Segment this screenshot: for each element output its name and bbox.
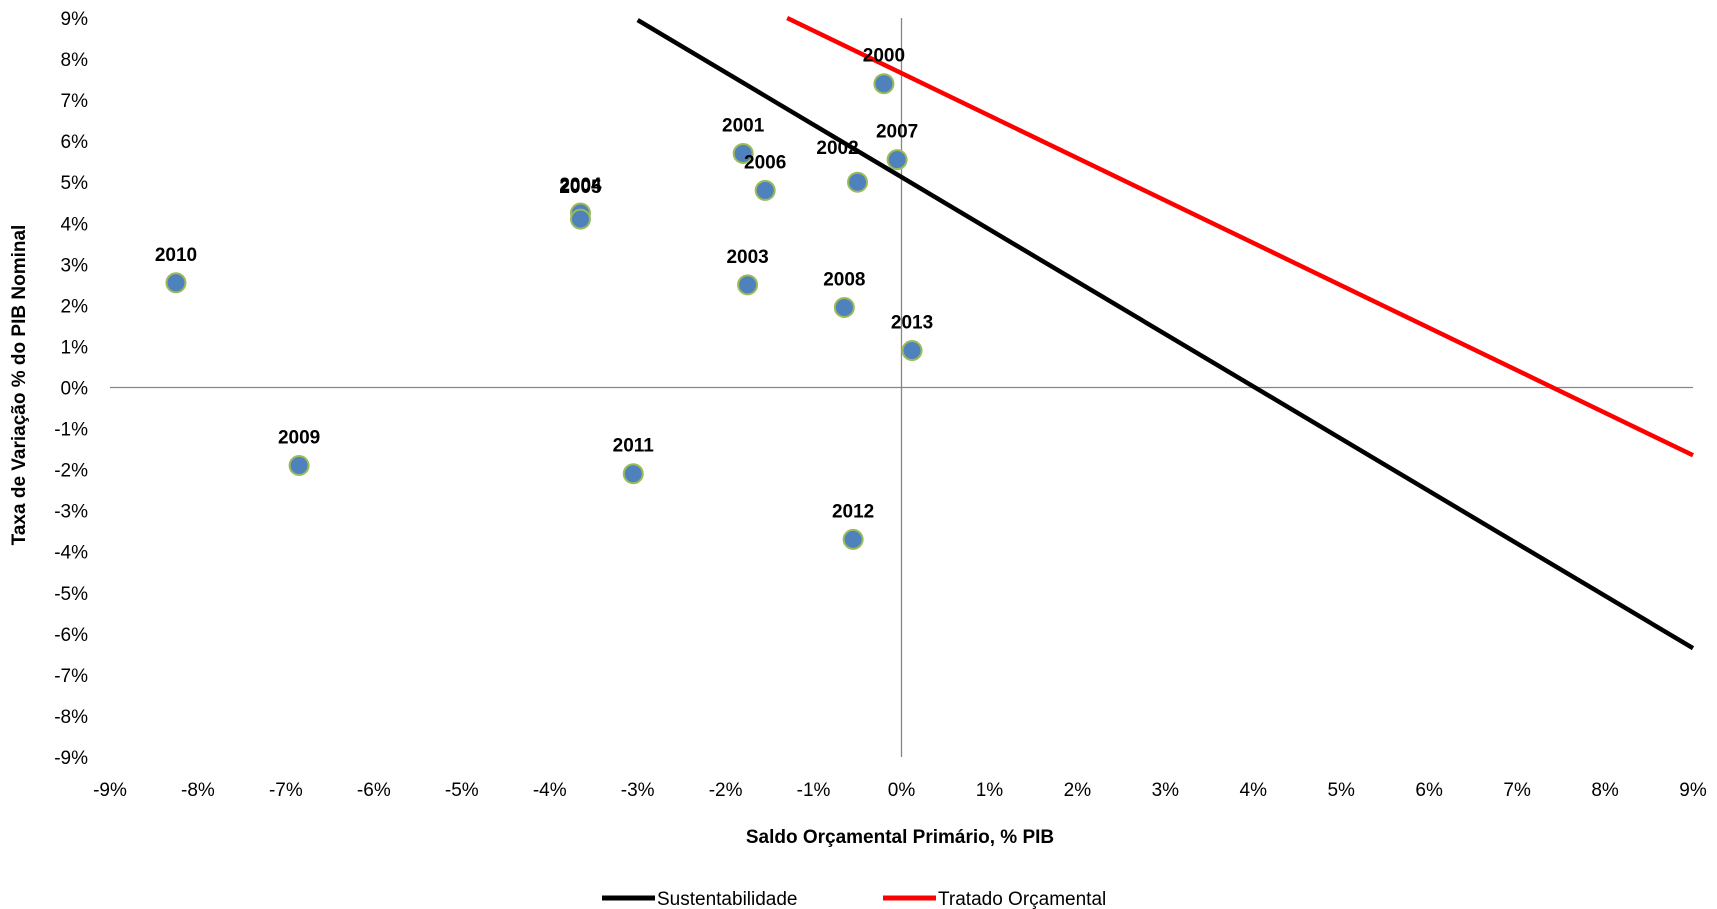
x-tick-label: 3% bbox=[1152, 780, 1180, 801]
point-label-2011: 2011 bbox=[613, 436, 655, 457]
data-point-2002 bbox=[847, 171, 869, 193]
data-point-2005 bbox=[570, 208, 592, 230]
series-lines bbox=[636, 15, 1695, 651]
legend: Sustentabilidade Tratado Orçamental bbox=[602, 889, 1106, 909]
legend-label-sustentabilidade: Sustentabilidade bbox=[657, 889, 798, 909]
data-point-2012 bbox=[842, 528, 864, 550]
point-label-2009: 2009 bbox=[278, 428, 320, 449]
point-label-2003: 2003 bbox=[726, 247, 768, 268]
data-point-2001 bbox=[732, 142, 754, 164]
data-point-2006 bbox=[754, 179, 776, 201]
y-tick-label: -4% bbox=[54, 543, 88, 564]
y-tick-label: -2% bbox=[54, 461, 88, 482]
point-label-2007: 2007 bbox=[876, 122, 918, 143]
y-tick-label: -6% bbox=[54, 625, 88, 646]
x-tick-label: 8% bbox=[1591, 780, 1619, 801]
x-tick-label: 5% bbox=[1327, 780, 1355, 801]
y-tick-label: 1% bbox=[61, 337, 89, 358]
y-tick-label: 0% bbox=[61, 379, 89, 400]
y-tick-labels: 9% 8% 7% 6% 5% 4% 3% 2% 1% 0% -1% -2% -3% -4% -5% -6% -7… bbox=[54, 9, 88, 769]
y-tick-label: 9% bbox=[61, 9, 89, 30]
y-tick-label: -3% bbox=[54, 502, 88, 523]
point-label-2002: 2002 bbox=[816, 138, 858, 159]
x-tick-label: 0% bbox=[888, 780, 916, 801]
x-tick-label: 6% bbox=[1415, 780, 1443, 801]
point-label-2012: 2012 bbox=[832, 501, 874, 522]
point-label-2013: 2013 bbox=[891, 313, 933, 334]
x-tick-label: -2% bbox=[709, 780, 743, 801]
x-tick-label: 1% bbox=[976, 780, 1004, 801]
y-tick-label: -5% bbox=[54, 584, 88, 605]
y-axis-title: Taxa de Variação % do PIB Nominal bbox=[9, 225, 30, 546]
x-tick-labels: -9% -8% -7% -6% -5% -4% -3% -2% -1% 0% 1% 2% 3% 4% 5% 6… bbox=[93, 780, 1707, 801]
y-tick-label: 6% bbox=[61, 132, 89, 153]
x-tick-label: -4% bbox=[533, 780, 567, 801]
point-label-2005: 2005 bbox=[559, 177, 602, 198]
y-tick-label: 3% bbox=[61, 255, 89, 276]
data-point-2008 bbox=[833, 296, 855, 318]
data-point-2007 bbox=[886, 149, 908, 171]
point-label-2000: 2000 bbox=[863, 46, 905, 67]
data-point-2003 bbox=[737, 274, 759, 296]
y-tick-label: -1% bbox=[54, 420, 88, 441]
x-tick-label: -6% bbox=[357, 780, 391, 801]
x-tick-label: 9% bbox=[1679, 780, 1707, 801]
point-label-2001: 2001 bbox=[722, 115, 765, 136]
x-tick-label: -9% bbox=[93, 780, 127, 801]
x-tick-label: 2% bbox=[1064, 780, 1092, 801]
y-tick-label: 2% bbox=[61, 296, 89, 317]
point-label-2006: 2006 bbox=[744, 152, 786, 173]
x-tick-label: -1% bbox=[797, 780, 831, 801]
point-label-2004: 2004 bbox=[559, 175, 602, 196]
x-tick-label: -3% bbox=[621, 780, 655, 801]
y-tick-label: -8% bbox=[54, 707, 88, 728]
x-tick-label: -8% bbox=[181, 780, 215, 801]
x-tick-label: 4% bbox=[1240, 780, 1268, 801]
data-points bbox=[165, 73, 923, 550]
y-tick-label: -9% bbox=[54, 748, 88, 769]
series-line-0 bbox=[636, 18, 1695, 651]
data-point-2013 bbox=[901, 340, 923, 362]
y-tick-label: 7% bbox=[61, 91, 89, 112]
point-label-2008: 2008 bbox=[823, 269, 865, 290]
series-line-1 bbox=[786, 15, 1694, 458]
x-tick-label: -5% bbox=[445, 780, 479, 801]
y-tick-label: 4% bbox=[61, 214, 89, 235]
x-axis-title: Saldo Orçamental Primário, % PIB bbox=[746, 827, 1054, 848]
data-point-2000 bbox=[873, 73, 895, 95]
legend-label-tratado-orcamental: Tratado Orçamental bbox=[938, 889, 1106, 909]
y-tick-label: 8% bbox=[61, 50, 89, 71]
y-tick-label: 5% bbox=[61, 173, 89, 194]
data-point-2010 bbox=[165, 272, 187, 294]
point-label-2010: 2010 bbox=[155, 245, 197, 266]
data-point-2011 bbox=[622, 463, 644, 485]
x-tick-label: 7% bbox=[1503, 780, 1531, 801]
data-point-2009 bbox=[288, 455, 310, 477]
y-tick-label: -7% bbox=[54, 666, 88, 687]
x-tick-label: -7% bbox=[269, 780, 303, 801]
